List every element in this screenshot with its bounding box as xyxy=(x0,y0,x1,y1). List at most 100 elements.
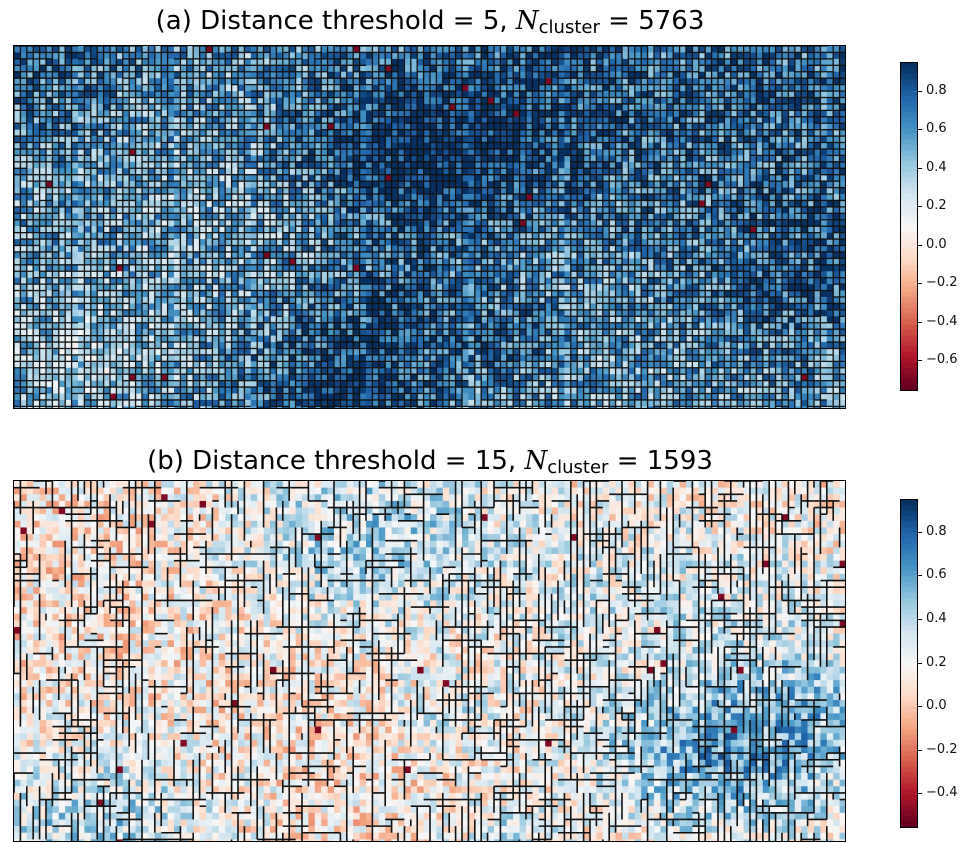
heatmap-cell xyxy=(327,200,335,208)
heatmap-cell xyxy=(372,258,380,266)
heatmap-cell xyxy=(206,136,213,143)
heatmap-cell xyxy=(564,46,572,53)
heatmap-cell xyxy=(276,187,284,195)
heatmap-cell xyxy=(334,91,341,98)
heatmap-cell xyxy=(602,200,610,208)
heatmap-cell xyxy=(558,91,565,98)
heatmap-cell xyxy=(743,258,751,266)
heatmap-cell xyxy=(455,116,463,124)
heatmap-cell xyxy=(513,148,520,156)
heatmap-cell xyxy=(455,103,463,111)
heatmap-cell xyxy=(90,213,98,221)
heatmap-cell xyxy=(711,219,719,227)
heatmap-cell xyxy=(282,258,290,266)
heatmap-cell xyxy=(46,58,53,66)
heatmap-cell xyxy=(538,142,546,150)
heatmap-cell xyxy=(756,251,764,259)
heatmap-cell xyxy=(660,271,668,278)
heatmap-cell xyxy=(231,245,239,253)
heatmap-cell xyxy=(634,168,642,176)
heatmap-cell xyxy=(410,271,418,278)
heatmap-cell xyxy=(385,271,392,278)
heatmap-cell xyxy=(801,239,808,246)
heatmap-cell xyxy=(225,258,232,266)
heatmap-cell xyxy=(84,129,92,137)
heatmap-cell xyxy=(250,232,258,240)
heatmap-cell xyxy=(737,65,744,73)
heatmap-cell xyxy=(404,155,412,163)
heatmap-cell xyxy=(737,148,744,156)
heatmap-cell xyxy=(609,187,616,195)
heatmap-cell xyxy=(730,71,738,79)
heatmap-cell xyxy=(20,277,28,285)
heatmap-cell xyxy=(366,110,373,118)
heatmap-cell xyxy=(327,142,335,150)
heatmap-cell xyxy=(679,264,687,272)
heatmap-cell xyxy=(481,277,488,285)
heatmap-cell xyxy=(730,97,738,105)
heatmap-cell xyxy=(257,181,264,188)
heatmap-cell xyxy=(436,58,444,66)
heatmap-cell xyxy=(487,232,495,240)
heatmap-cell xyxy=(39,245,47,253)
heatmap-cell xyxy=(276,110,284,118)
heatmap-cell xyxy=(372,46,380,53)
heatmap-cell xyxy=(218,206,226,214)
heatmap-cell xyxy=(218,46,226,53)
heatmap-cell xyxy=(110,116,117,124)
heatmap-cell xyxy=(193,91,200,98)
heatmap-cell xyxy=(180,264,188,272)
heatmap-cell xyxy=(583,206,591,214)
heatmap-cell xyxy=(423,284,431,291)
heatmap-cell xyxy=(404,226,412,233)
heatmap-cell xyxy=(404,264,412,272)
heatmap-cell xyxy=(794,155,802,163)
heatmap-cell xyxy=(142,91,149,98)
heatmap-cell xyxy=(442,148,450,156)
heatmap-cell xyxy=(711,65,719,73)
heatmap-cell xyxy=(788,284,796,291)
heatmap-cell xyxy=(340,136,348,143)
heatmap-cell xyxy=(180,194,188,201)
heatmap-cell xyxy=(174,129,181,137)
heatmap-cell xyxy=(282,97,290,105)
heatmap-cell xyxy=(775,200,783,208)
heatmap-cell xyxy=(39,58,47,66)
heatmap-cell xyxy=(161,239,168,246)
heatmap-cell xyxy=(455,245,463,253)
heatmap-cell xyxy=(78,168,85,176)
heatmap-cell xyxy=(455,52,463,60)
heatmap-cell xyxy=(212,206,220,214)
heatmap-cell xyxy=(366,239,373,246)
heatmap-cell xyxy=(634,52,642,60)
heatmap-cell xyxy=(90,91,98,98)
heatmap-cell xyxy=(673,226,680,233)
heatmap-cell xyxy=(135,245,143,253)
heatmap-cell xyxy=(122,84,130,92)
heatmap-cell xyxy=(641,174,648,182)
heatmap-cell xyxy=(103,136,111,143)
heatmap-cell xyxy=(769,65,776,73)
heatmap-cell xyxy=(276,46,284,53)
heatmap-cell xyxy=(372,71,380,79)
heatmap-cell xyxy=(257,110,264,118)
heatmap-cell xyxy=(500,58,508,66)
heatmap-cell xyxy=(814,110,821,118)
heatmap-cell xyxy=(116,46,124,53)
heatmap-cell xyxy=(289,226,296,233)
heatmap-cell xyxy=(570,200,578,208)
heatmap-cell xyxy=(782,245,789,253)
heatmap-cell xyxy=(366,168,373,176)
heatmap-cell xyxy=(641,226,648,233)
heatmap-cell xyxy=(142,110,149,118)
heatmap-cell xyxy=(186,136,194,143)
heatmap-cell xyxy=(206,290,213,298)
heatmap-cell xyxy=(596,264,604,272)
heatmap-cell xyxy=(788,123,796,130)
heatmap-cell xyxy=(519,71,527,79)
heatmap-cell xyxy=(186,232,194,240)
heatmap-cell xyxy=(33,239,40,246)
heatmap-cell xyxy=(58,71,66,79)
heatmap-cell xyxy=(26,245,34,253)
heatmap-cell xyxy=(494,284,501,291)
